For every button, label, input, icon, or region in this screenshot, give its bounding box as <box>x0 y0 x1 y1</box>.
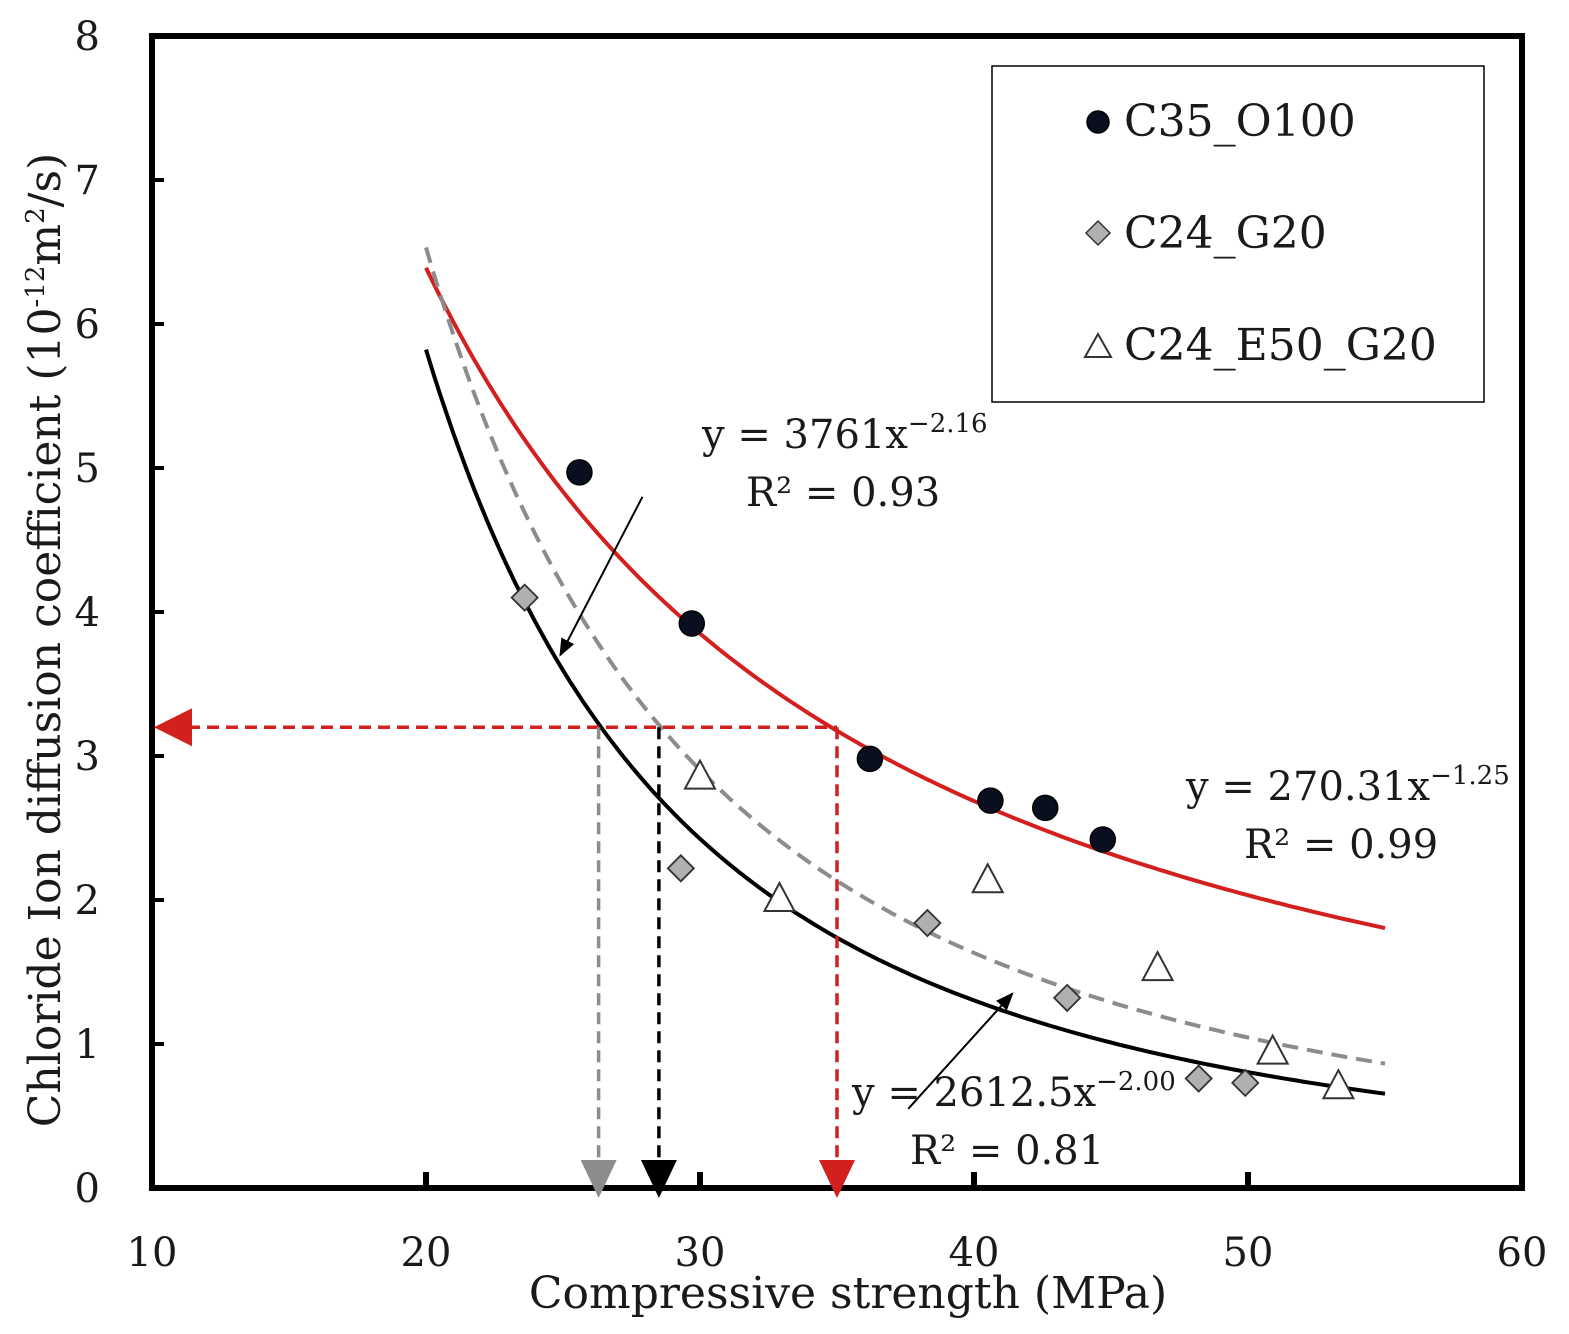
drop-guide-arrowhead <box>640 1160 677 1198</box>
point-c24-g20 <box>1052 983 1082 1013</box>
equation-2612-r2: R² = 0.81 <box>910 1128 1104 1174</box>
x-tick-label: 10 <box>127 1230 178 1276</box>
fit-curve <box>424 349 1386 1096</box>
y-tick-label: 8 <box>75 14 100 60</box>
point-c24-g20 <box>913 908 942 938</box>
equation-2612-text: y = 2612.5x−2.00 <box>851 1067 1176 1116</box>
x-axis-title: Compressive strength (MPa) <box>529 1268 1167 1319</box>
point-c24-e50-g20 <box>683 758 717 790</box>
point-c24-g20 <box>510 583 539 612</box>
equation-270-text: y = 270.31x−1.25 <box>1185 761 1510 810</box>
point-c24-g20 <box>1184 1064 1213 1093</box>
annotation-arrow <box>559 496 644 657</box>
annotation-arrow <box>907 992 1014 1110</box>
equation-2612: y = 2612.5x−2.00 R² = 0.81 <box>851 1067 1176 1174</box>
equation-3761-text: y = 3761x−2.16 <box>701 409 988 458</box>
y-tick-label: 3 <box>75 734 100 780</box>
legend-marker-triangle <box>1083 331 1113 358</box>
threshold-arrowhead <box>154 708 192 747</box>
point-c24-e50-g20 <box>1321 1068 1356 1100</box>
point-c35-o100 <box>566 459 593 486</box>
point-c24-e50-g20 <box>762 880 797 912</box>
legend-label-c35-o100: C35_O100 <box>1124 96 1356 147</box>
y-tick-label: 6 <box>75 302 100 348</box>
drop-guide-arrowhead <box>580 1160 617 1198</box>
equation-3761: y = 3761x−2.16 R² = 0.93 <box>701 409 988 516</box>
y-axis: 0 1 2 3 4 5 6 7 8 <box>75 14 164 1212</box>
legend: C35_O100 C24_G20 C24_E50_G20 <box>991 65 1485 403</box>
fit-curve <box>424 246 1386 1066</box>
legend-marker-diamond <box>1084 219 1112 247</box>
point-c35-o100 <box>977 787 1004 814</box>
data-points <box>510 459 1356 1100</box>
point-c24-g20 <box>666 854 696 883</box>
fit-curves <box>424 246 1386 1096</box>
point-c35-o100 <box>856 745 884 773</box>
legend-label-c24-e50-g20: C24_E50_G20 <box>1124 320 1437 371</box>
point-c24-e50-g20 <box>1255 1033 1290 1065</box>
y-tick-label: 5 <box>75 446 100 492</box>
x-tick-label: 40 <box>949 1230 1000 1276</box>
legend-box <box>991 65 1485 403</box>
x-tick-label: 60 <box>1497 1230 1548 1276</box>
threshold-guides <box>154 708 855 1198</box>
legend-label-c24-g20: C24_G20 <box>1124 208 1327 259</box>
point-c24-e50-g20 <box>971 862 1005 894</box>
point-c35-o100 <box>678 610 706 637</box>
y-axis-title: Chloride Ion diffusion coefficient (10-1… <box>20 153 71 1128</box>
y-tick-label: 4 <box>75 590 100 636</box>
point-c24-g20 <box>1230 1068 1260 1098</box>
annotation-arrows <box>559 496 1014 1110</box>
fit-curve <box>424 266 1386 931</box>
y-tick-label: 2 <box>75 878 100 924</box>
legend-marker-circle <box>1086 110 1110 134</box>
y-tick-label: 1 <box>75 1022 100 1068</box>
point-c35-o100 <box>1031 794 1059 822</box>
drop-guide-arrowhead <box>819 1160 855 1198</box>
x-tick-label: 30 <box>675 1230 726 1276</box>
equation-270: y = 270.31x−1.25 R² = 0.99 <box>1185 761 1510 868</box>
y-tick-label: 7 <box>75 158 100 204</box>
y-tick-label: 0 <box>75 1166 100 1212</box>
x-tick-label: 20 <box>401 1230 452 1276</box>
x-tick-label: 50 <box>1223 1230 1274 1276</box>
point-c35-o100 <box>1089 826 1117 853</box>
x-axis: 10 20 30 40 50 60 <box>127 1172 1548 1276</box>
equation-3761-r2: R² = 0.93 <box>746 470 940 516</box>
equation-270-r2: R² = 0.99 <box>1244 822 1438 868</box>
point-c24-e50-g20 <box>1140 950 1175 982</box>
